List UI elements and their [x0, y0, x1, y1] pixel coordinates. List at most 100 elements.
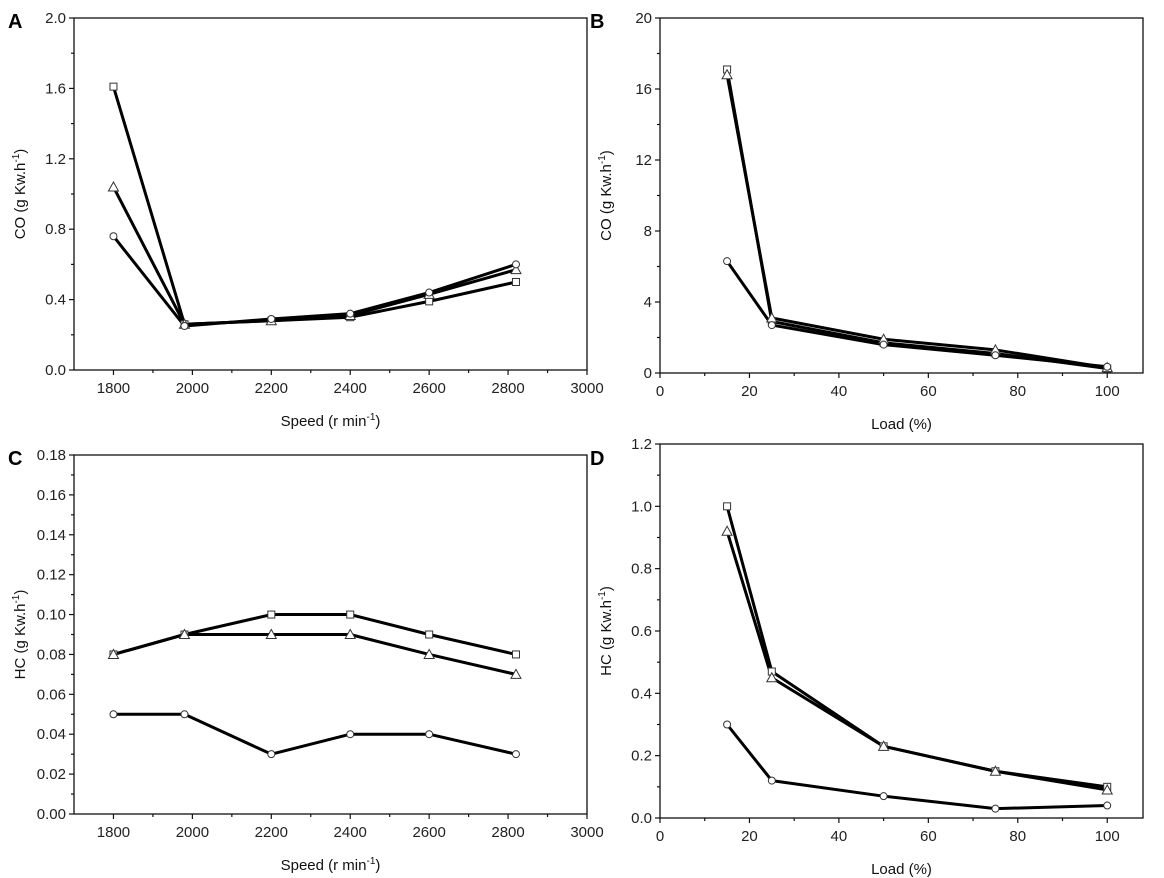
y-tick-label: 0.16: [37, 487, 66, 504]
x-tick-label: 2000: [176, 380, 209, 397]
series-line-circle: [112, 235, 517, 328]
y-tick-label: 0.06: [37, 686, 66, 703]
y-tick-label: 0.8: [631, 561, 652, 578]
y-tick-label: 0.4: [45, 292, 66, 309]
x-tick-label: 20: [741, 828, 758, 845]
x-tick-label: 2400: [334, 824, 367, 841]
data-point-circle: [346, 309, 355, 318]
x-axis-title-end: ): [375, 857, 380, 874]
data-point-triangle: [423, 648, 436, 659]
y-axis-title: CO (g Kw.h-1): [597, 150, 615, 241]
data-point-triangle: [877, 740, 890, 751]
y-tick-label: 0.6: [631, 623, 652, 640]
data-point-triangle: [765, 671, 778, 683]
y-tick-label: 1.2: [631, 436, 652, 453]
panel-label: D: [590, 448, 604, 470]
y-tick-label: 0.4: [631, 685, 652, 702]
x-tick-label: 3000: [570, 380, 603, 397]
y-tick-label: 0.2: [631, 748, 652, 765]
x-tick-label: 3000: [570, 824, 603, 841]
y-axis-title-end: ): [598, 586, 615, 591]
panel-a: A 1800 2000 2200 2400 2600 2800 3000 0.0 0.4 0.8 1.…: [8, 10, 604, 430]
data-point-circle: [267, 750, 276, 759]
y-axis-title-text: HC (g Kw.h: [12, 604, 29, 680]
y-tick-label: 4: [644, 294, 652, 311]
data-point-triangle: [721, 68, 733, 80]
x-tick-label: 40: [831, 828, 848, 845]
panel-c: C 1800 2000 2200 2400 2600 2800 3000 0.00 0.02 0.0…: [8, 447, 604, 874]
series-line-triangle: [112, 186, 517, 326]
series-line-circle: [725, 260, 1108, 369]
y-tick-label: 0.12: [37, 567, 66, 584]
data-point-circle: [511, 750, 520, 759]
y-axis-title: HC (g Kw.h-1): [597, 586, 615, 676]
x-tick-label: 2400: [334, 380, 367, 397]
plot-frame: [659, 443, 1144, 819]
x-tick-label: 1800: [97, 824, 130, 841]
y-tick-label: 0.18: [37, 447, 66, 464]
y-tick-label: 1.6: [45, 80, 66, 97]
data-point-circle: [425, 730, 434, 739]
data-point-circle: [346, 730, 355, 739]
data-point-circle: [425, 288, 434, 297]
series-line-circle: [725, 723, 1108, 811]
y-axis-title-end: ): [598, 150, 615, 155]
data-point-circle: [180, 322, 189, 330]
y-tick-label: 0.02: [37, 766, 66, 783]
y-tick-label: 0.10: [37, 607, 66, 624]
y-tick-label: 16: [635, 81, 652, 98]
x-tick-label: 60: [920, 383, 937, 400]
x-tick-label: 100: [1095, 383, 1120, 400]
y-tick-label: 2.0: [45, 10, 66, 27]
y-tick-label: 0.08: [37, 646, 66, 663]
x-tick-label: 2600: [412, 824, 445, 841]
x-tick-label: 2200: [255, 380, 288, 397]
x-tick-label: 20: [741, 383, 758, 400]
data-point-square: [511, 650, 520, 659]
y-tick-label: 0.00: [37, 806, 66, 823]
data-point-triangle: [1101, 783, 1114, 795]
data-point-square: [267, 610, 276, 619]
y-axis-title-text: CO (g Kw.h: [598, 164, 615, 241]
data-point-triangle: [344, 628, 357, 639]
data-point-square: [511, 278, 520, 286]
y-axis-title-text: CO (g Kw.h: [12, 163, 29, 240]
data-point-triangle: [989, 765, 1002, 776]
panel-label: C: [8, 448, 22, 470]
panel-label: A: [8, 11, 22, 33]
series-line-triangle: [725, 530, 1108, 792]
panel-b: B 0 20 40 60 80 100 0 4 8 12 16 20 Load (%) CO (g Kw.h…: [590, 10, 1144, 433]
x-axis-title-sup: -1: [366, 412, 375, 423]
data-point-triangle: [510, 668, 522, 679]
y-axis-title: CO (g Kw.h-1): [11, 149, 29, 240]
x-axis-title-sup: -1: [366, 856, 375, 867]
data-point-circle: [991, 351, 1000, 360]
data-point-triangle: [510, 263, 522, 275]
x-axis-title: Speed (r min-1): [281, 856, 381, 874]
y-tick-label: 1.0: [631, 498, 652, 515]
y-tick-label: 8: [644, 223, 652, 240]
x-tick-label: 1800: [97, 380, 130, 397]
x-axis-title: Load (%): [871, 416, 932, 433]
x-axis-title-text: Load (%): [871, 861, 932, 878]
x-tick-label: 2200: [255, 824, 288, 841]
data-point-circle: [723, 257, 732, 266]
y-tick-label: 0.0: [631, 810, 652, 827]
y-tick-label: 1.2: [45, 151, 66, 168]
data-point-circle: [767, 776, 776, 785]
data-point-triangle: [107, 180, 120, 192]
data-point-circle: [109, 710, 118, 719]
data-point-circle: [109, 232, 118, 241]
y-axis-title: HC (g Kw.h-1): [11, 590, 29, 680]
data-point-triangle: [178, 628, 191, 639]
x-axis-title-text: Load (%): [871, 416, 932, 433]
data-point-triangle: [107, 648, 120, 659]
data-point-circle: [1103, 362, 1112, 371]
x-tick-label: 80: [1009, 828, 1026, 845]
data-point-square: [723, 502, 732, 511]
panel-d: D 0 20 40 60 80 100 0.0 0.2 0.4 0.6 0.8 1.0 1.2 Load (…: [590, 436, 1144, 878]
data-point-triangle: [265, 628, 278, 639]
y-tick-label: 0.14: [37, 527, 66, 544]
y-tick-label: 20: [635, 10, 652, 27]
y-tick-label: 0: [644, 365, 652, 382]
